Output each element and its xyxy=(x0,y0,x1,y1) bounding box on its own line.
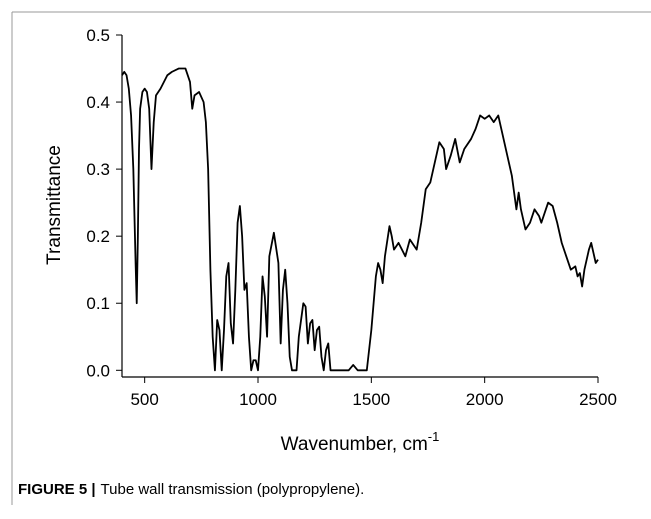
x-axis-label-main: Wavenumber, cm xyxy=(281,434,428,455)
y-tick-label: 0.0 xyxy=(86,361,110,380)
y-tick-label: 0.2 xyxy=(86,227,110,246)
y-axis-label: Transmittance xyxy=(44,145,65,265)
y-tick-label: 0.4 xyxy=(86,93,110,112)
y-tick-label: 0.1 xyxy=(86,294,110,313)
y-tick-label: 0.5 xyxy=(86,26,110,45)
x-tick-label: 1500 xyxy=(352,390,390,409)
y-tick-label: 0.3 xyxy=(86,160,110,179)
caption-text: Tube wall transmission (polypropylene). xyxy=(101,481,365,498)
x-tick-label: 1000 xyxy=(239,390,277,409)
caption: FIGURE 5 | Tube wall transmission (polypr… xyxy=(18,481,364,498)
spectrum-line xyxy=(121,67,599,372)
caption-label: FIGURE 5 | xyxy=(18,481,96,498)
x-axis-label: Wavenumber, cm-1 xyxy=(281,429,440,455)
x-tick-label: 500 xyxy=(130,390,158,409)
x-tick-label: 2500 xyxy=(579,390,617,409)
x-axis-label-sup: -1 xyxy=(428,429,440,444)
x-tick-label: 2000 xyxy=(466,390,504,409)
